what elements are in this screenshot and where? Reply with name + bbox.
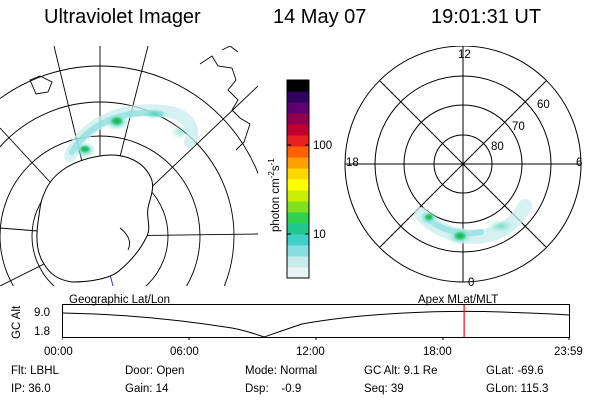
colorbar-stripe <box>287 146 309 158</box>
mlt-label-0: 0 <box>468 277 475 289</box>
door-info: Door: Open <box>125 365 185 377</box>
timeline-xtick-0600: 06:00 <box>170 346 199 358</box>
timeline-plot <box>62 304 570 340</box>
timeline-ytick-high: 9.0 <box>34 307 50 319</box>
mlat-label-80: 80 <box>491 141 504 153</box>
instrument-title: Ultraviolet Imager <box>44 6 201 28</box>
colorbar-stripe <box>287 234 309 246</box>
timeline-xtick-2359: 23:59 <box>554 346 583 358</box>
colorbar-stripe <box>287 168 309 180</box>
colorbar-unit-label: photon cm-2s-1 <box>267 158 282 232</box>
glat-info: GLat: -69.6 <box>486 365 544 377</box>
timeline-xtick-1200: 12:00 <box>296 346 325 358</box>
colorbar-stripe <box>287 212 309 224</box>
colorbar-tick-100: 100 <box>313 140 333 152</box>
colorbar-stripe <box>287 201 309 213</box>
left-panel-caption: Geographic Lat/Lon <box>69 294 171 306</box>
auroral-emission <box>64 104 199 162</box>
dsp-info: Dsp: -0.9 <box>245 383 302 395</box>
mlt-label-6: 6 <box>576 157 583 169</box>
filter-info: Flt: LBHL <box>11 365 59 377</box>
seq-info: Seq: 39 <box>364 383 404 395</box>
colorbar <box>286 79 310 279</box>
polar-auroral-emission <box>414 199 532 246</box>
polar-plot <box>344 46 582 283</box>
colorbar-stripe <box>287 124 309 136</box>
mlt-label-12: 12 <box>458 49 471 61</box>
glon-info: GLon: 115.3 <box>486 383 549 395</box>
timeline-ylabel: GC Alt <box>11 305 23 339</box>
mlat-label-70: 70 <box>512 121 525 133</box>
colorbar-stripe <box>287 91 309 103</box>
right-panel-caption: Apex MLat/MLT <box>418 294 499 306</box>
colorbar-stripe <box>287 157 309 169</box>
mlat-label-60: 60 <box>537 99 550 111</box>
colorbar-stripe <box>287 135 309 147</box>
colorbar-stripe <box>287 256 309 268</box>
timeline-xtick-1800: 18:00 <box>423 346 452 358</box>
ip-info: IP: 36.0 <box>11 383 51 395</box>
colorbar-stripe <box>287 113 309 125</box>
timeline-ytick-low: 1.8 <box>34 326 50 338</box>
time-label: 19:01:31 UT <box>431 6 542 28</box>
date-label: 14 May 07 <box>273 6 367 28</box>
gc-alt-info: GC Alt: 9.1 Re <box>364 365 438 377</box>
colorbar-stripe <box>287 179 309 191</box>
geographic-map <box>0 46 258 286</box>
colorbar-stripe <box>287 245 309 257</box>
colorbar-stripe <box>287 267 309 279</box>
colorbar-stripe <box>287 190 309 202</box>
colorbar-stripe <box>287 223 309 235</box>
timeline-xtick-0000: 00:00 <box>44 346 73 358</box>
gain-info: Gain: 14 <box>125 383 169 395</box>
mode-info: Mode: Normal <box>245 365 318 377</box>
colorbar-tick-10: 10 <box>313 229 326 241</box>
colorbar-stripe <box>287 102 309 114</box>
colorbar-stripe <box>287 80 309 92</box>
mlt-label-18: 18 <box>346 157 359 169</box>
